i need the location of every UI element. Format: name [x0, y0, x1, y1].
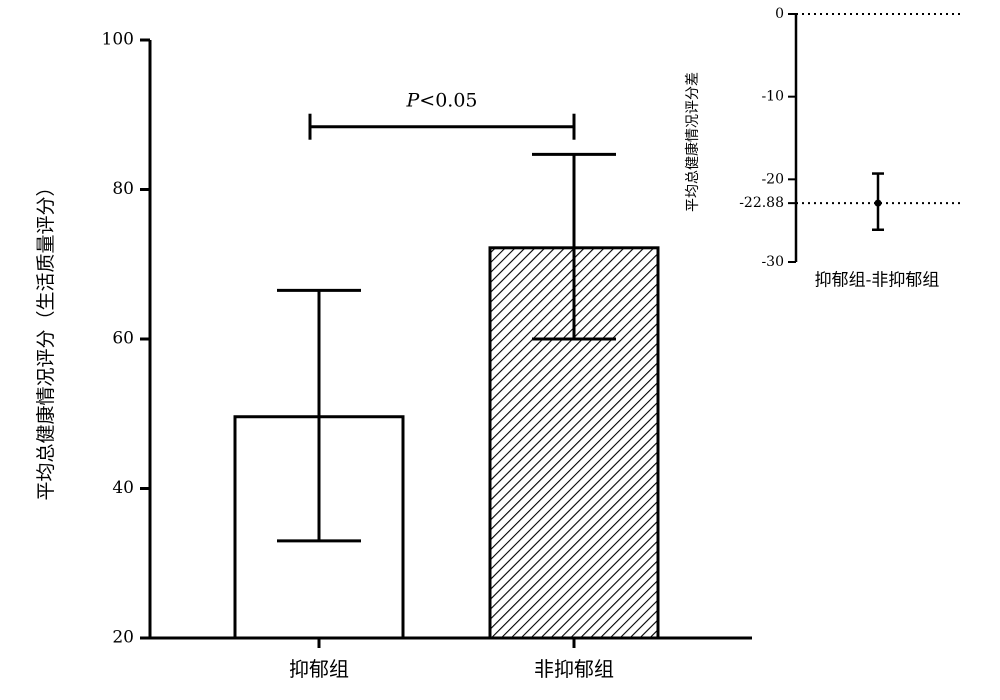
- inset-y-ticks: 0 -10 -20 -30: [761, 6, 796, 270]
- x-category-label: 非抑郁组: [534, 657, 614, 681]
- y-tick-label: 40: [112, 478, 134, 498]
- inset-y-tick-label: -30: [761, 254, 784, 270]
- p-value-symbol: P: [405, 90, 420, 112]
- p-value-threshold: <0.05: [419, 90, 477, 112]
- y-ticks: 20 40 60 80 100: [102, 30, 150, 648]
- x-category-label: 抑郁组: [289, 657, 349, 681]
- y-axis-label: 平均总健康情况评分（生活质量评分）: [35, 177, 57, 500]
- y-tick-label: 20: [112, 628, 134, 648]
- p-value-label: P<0.05: [405, 90, 477, 112]
- inset-point-estimate: [872, 172, 884, 232]
- inset-reference-value-label: -22.88: [739, 195, 784, 211]
- x-categories: 抑郁组 非抑郁组: [289, 638, 614, 681]
- inset-y-axis-label: 平均总健康情况评分差: [684, 72, 701, 212]
- inset-y-tick-label: -10: [761, 89, 784, 105]
- inset-y-tick-label: -20: [761, 171, 784, 187]
- inset-y-tick-label: 0: [775, 6, 784, 22]
- y-tick-label: 80: [112, 179, 134, 199]
- inset-category-label: 抑郁组-非抑郁组: [815, 271, 940, 291]
- inset-reference-lines: [796, 13, 962, 205]
- inset-point-marker: [874, 199, 882, 207]
- bars: [233, 246, 660, 640]
- error-bars: [277, 152, 616, 543]
- inset-difference-chart: 0 -10 -20 -30 -22.88 抑郁组-非抑郁组 平均总健康情况评分差: [684, 6, 962, 291]
- main-bar-chart: 20 40 60 80 100 抑郁组 非抑郁组 P<0.05 平均总健康情况评分（生活质…: [35, 30, 752, 681]
- y-tick-label: 100: [102, 30, 134, 50]
- significance-annotation: P<0.05: [308, 90, 576, 140]
- y-tick-label: 60: [112, 329, 134, 349]
